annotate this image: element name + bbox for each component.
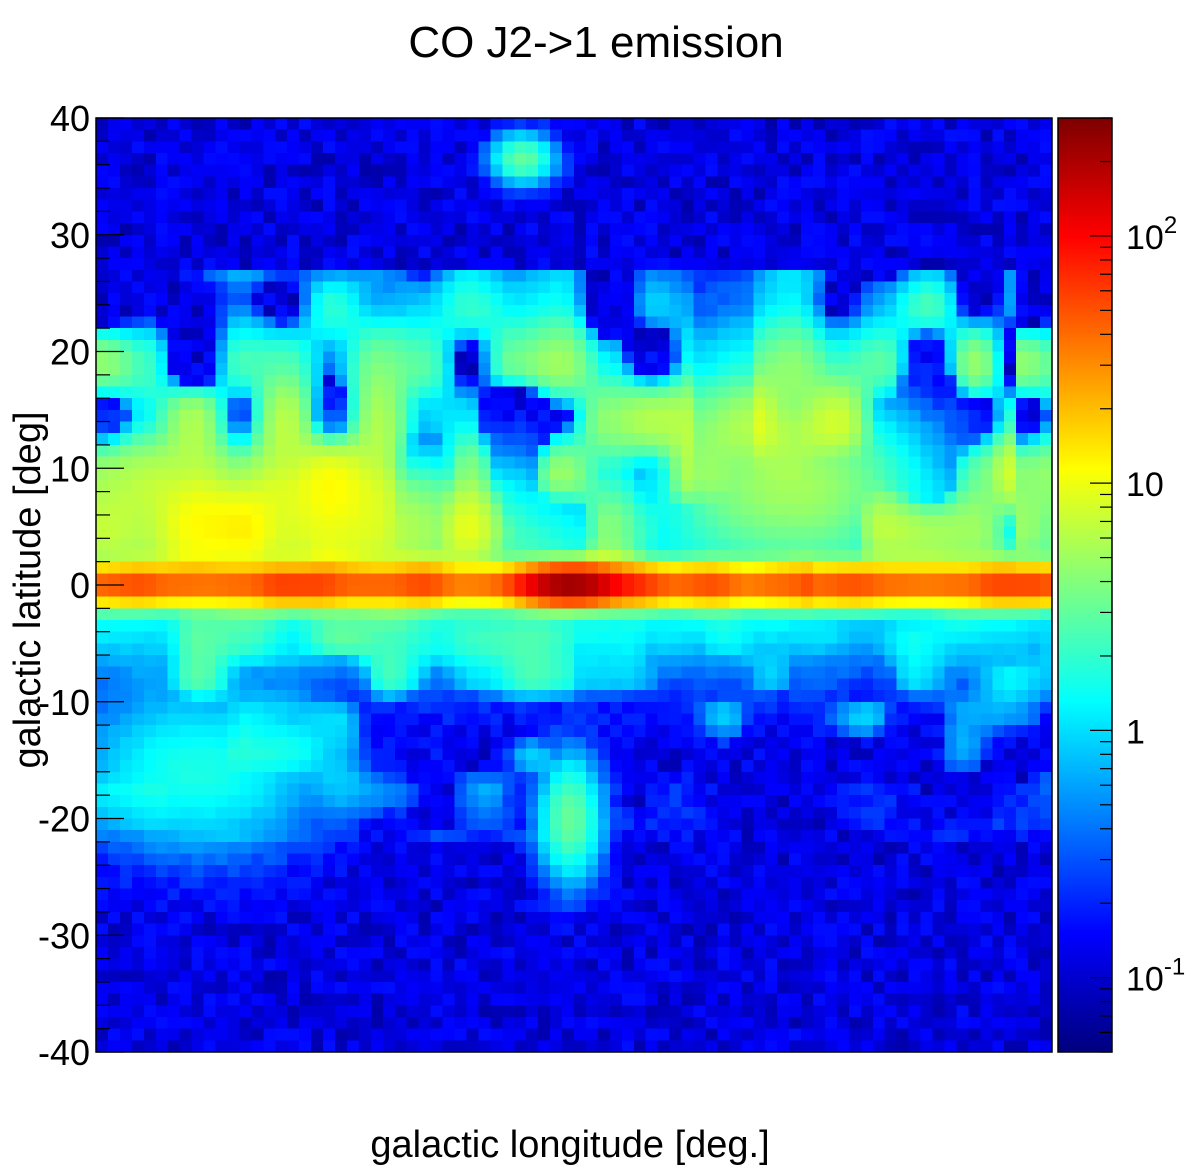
colorbar-tick-label: 10	[1126, 466, 1164, 504]
colorbar-tick-base: 10	[1126, 219, 1164, 257]
colorbar-tick-base: 10	[1126, 466, 1164, 504]
heatmap-image	[96, 118, 1052, 1052]
y-tick-label: 10	[50, 448, 90, 489]
y-tick-label: -30	[38, 915, 90, 956]
colorbar-tick-exponent: -1	[1164, 954, 1185, 981]
colorbar-tick-base: 10	[1126, 961, 1164, 999]
plot-frame	[95, 117, 1053, 1053]
y-tick-label: 40	[50, 98, 90, 139]
y-tick-label: 20	[50, 332, 90, 373]
y-axis-label: galactic latitude [deg]	[7, 411, 49, 768]
colorbar-frame	[1057, 117, 1113, 1053]
colorbar-tick-base: 1	[1126, 713, 1145, 751]
y-tick-label: 0	[70, 565, 90, 606]
y-tick-label: -10	[38, 682, 90, 723]
y-tick-label: -40	[38, 1032, 90, 1073]
chart-title: CO J2->1 emission	[408, 18, 783, 67]
y-tick-label: -20	[38, 799, 90, 840]
colorbar-tick-label: 102	[1126, 212, 1177, 257]
y-tick-label: 30	[50, 215, 90, 256]
colorbar-tick-exponent: 2	[1164, 212, 1177, 239]
y-axis: 40 30 20 10 0 -10 -20 -30 -40	[38, 98, 124, 1073]
x-axis-label: galactic longitude [deg.]	[370, 1124, 769, 1166]
colorbar-tick-label: 1	[1126, 713, 1145, 751]
colorbar-tick-label: 10-1	[1126, 954, 1185, 999]
